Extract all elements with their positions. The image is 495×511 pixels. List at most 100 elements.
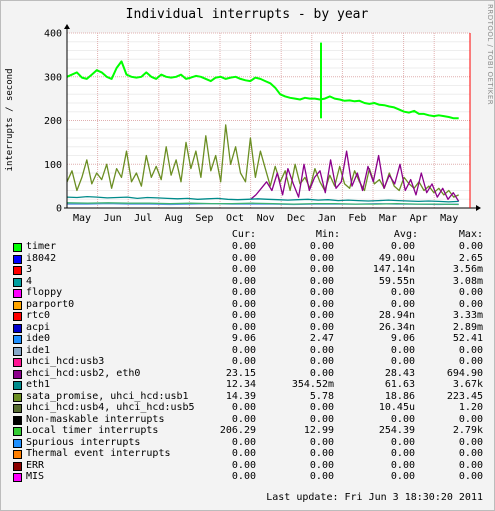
legend-min: 0.00 (309, 367, 334, 379)
legend-avg: 9.06 (390, 333, 415, 344)
legend-min: 0.00 (309, 298, 334, 310)
legend-cur: 0.00 (231, 402, 256, 413)
legend-cur: 0.00 (231, 344, 256, 356)
legend-row: ehci_hcd:usb2, eth0 23.15 0.00 28.43 694.90 (0, 368, 495, 380)
legend-avg: 0.00 (390, 287, 415, 298)
legend-name: parport0 (26, 298, 75, 310)
rrdtool-credit: RRDTOOL / TOBI OETIKER (486, 4, 494, 106)
legend-row: eth1 12.34 354.52m 61.63 3.67k (0, 379, 495, 391)
x-tick-label-3: Aug (165, 213, 183, 224)
legend-row: parport0 0.00 0.00 0.00 0.00 (0, 299, 495, 311)
y-axis-label: interrupts / second (5, 69, 15, 172)
legend-name: Spurious interrupts (26, 436, 141, 448)
legend-max: 3.08m (452, 275, 483, 287)
legend-name: timer (26, 241, 57, 252)
series-line-0 (66, 60, 459, 120)
header-min: Min: (315, 229, 340, 240)
legend-cur: 14.39 (225, 390, 256, 402)
legend-min: 0.00 (309, 252, 334, 264)
legend-row: Spurious interrupts 0.00 0.00 0.00 0.00 (0, 437, 495, 449)
legend-name: 4 (26, 275, 33, 287)
legend-avg: 0.00 (390, 413, 415, 425)
legend-swatch (13, 323, 22, 333)
legend-row: Thermal event interrupts 0.00 0.00 0.00 0.00 (0, 448, 495, 460)
legend-min: 0.00 (309, 344, 334, 356)
legend-min: 354.52m (291, 379, 334, 390)
x-tick-label-6: Nov (257, 213, 275, 224)
legend-row: Non-maskable interrupts 0.00 0.00 0.00 0.00 (0, 414, 495, 426)
series-line-2 (250, 150, 460, 202)
y-axis-arrow (64, 24, 70, 29)
legend-row: 3 0.00 0.00 147.14n 3.56m (0, 264, 495, 276)
legend-max: 0.00 (458, 298, 483, 310)
x-tick-label-10: Mar (379, 213, 397, 224)
legend-cur: 9.06 (231, 333, 256, 344)
legend-min: 0.00 (309, 310, 334, 321)
legend-avg: 0.00 (390, 298, 415, 310)
legend-name: rtc0 (26, 310, 51, 321)
legend-avg: 0.00 (390, 241, 415, 252)
legend-max: 3.33m (452, 310, 483, 321)
legend-cur: 0.00 (231, 310, 256, 321)
legend-cur: 0.00 (231, 356, 256, 367)
legend-name: eth1 (26, 379, 51, 390)
legend-name: Non-maskable interrupts (26, 413, 165, 425)
chart: Individual interrupts - by year interrupt… (5, 7, 481, 224)
legend-swatch (13, 289, 22, 298)
legend-min: 0.00 (309, 436, 334, 448)
legend-min: 2.47 (309, 333, 334, 344)
y-tick-label-2: 200 (44, 116, 62, 127)
x-tick-label-2: Jul (134, 213, 152, 224)
legend-name: i8042 (26, 252, 57, 264)
legend-swatch (13, 381, 22, 390)
legend-min: 0.00 (309, 356, 334, 367)
series-line-3 (66, 195, 459, 203)
legend-name: ide0 (26, 333, 51, 344)
x-tick-label-0: May (73, 213, 91, 224)
legend-cur: 206.29 (219, 425, 256, 436)
legend-max: 0.00 (458, 287, 483, 298)
legend-swatch (13, 392, 22, 402)
legend-max: 1.20 (458, 402, 483, 413)
legend-min: 0.00 (309, 287, 334, 298)
legend-header: Cur: Min: Avg: Max: (0, 229, 495, 241)
legend-min: 0.00 (309, 241, 334, 252)
legend-avg: 0.00 (390, 471, 415, 482)
legend-max: 52.41 (452, 333, 483, 344)
legend-min: 0.00 (309, 459, 334, 471)
legend-min: 0.00 (309, 413, 334, 425)
legend-cur: 0.00 (231, 298, 256, 310)
legend-cur: 0.00 (231, 459, 256, 471)
legend-swatch (13, 438, 22, 448)
legend-cur: 0.00 (231, 448, 256, 459)
legend-max: 0.00 (458, 448, 483, 459)
legend-cur: 23.15 (225, 367, 256, 379)
legend-swatch (13, 427, 22, 436)
legend-swatch (13, 450, 22, 459)
legend-swatch (13, 266, 22, 275)
x-tick-label-4: Sep (195, 213, 213, 224)
legend-cur: 0.00 (231, 287, 256, 298)
legend-avg: 49.00u (378, 252, 415, 264)
header-avg: Avg: (393, 229, 418, 240)
legend-min: 5.78 (309, 390, 334, 402)
legend-min: 0.00 (309, 321, 334, 333)
legend-row: ERR 0.00 0.00 0.00 0.00 (0, 460, 495, 472)
legend-avg: 26.34n (378, 321, 415, 333)
legend-swatch (13, 415, 22, 425)
x-tick-label-7: Dec (287, 213, 305, 224)
legend-swatch (13, 358, 22, 367)
legend-avg: 0.00 (390, 436, 415, 448)
legend-min: 0.00 (309, 275, 334, 287)
legend-avg: 59.55n (378, 275, 415, 287)
legend: timer 0.00 0.00 0.00 0.00 i8042 0.00 0.00 49.00u… (0, 241, 495, 483)
legend-row: i8042 0.00 0.00 49.00u 2.65 (0, 253, 495, 265)
legend-avg: 0.00 (390, 356, 415, 367)
legend-min: 0.00 (309, 448, 334, 459)
legend-max: 0.00 (458, 459, 483, 471)
legend-cur: 0.00 (231, 252, 256, 264)
legend-row: floppy 0.00 0.00 0.00 0.00 (0, 287, 495, 299)
y-tick-label-1: 100 (44, 160, 62, 171)
header-max: Max: (458, 229, 483, 240)
legend-avg: 0.00 (390, 448, 415, 459)
